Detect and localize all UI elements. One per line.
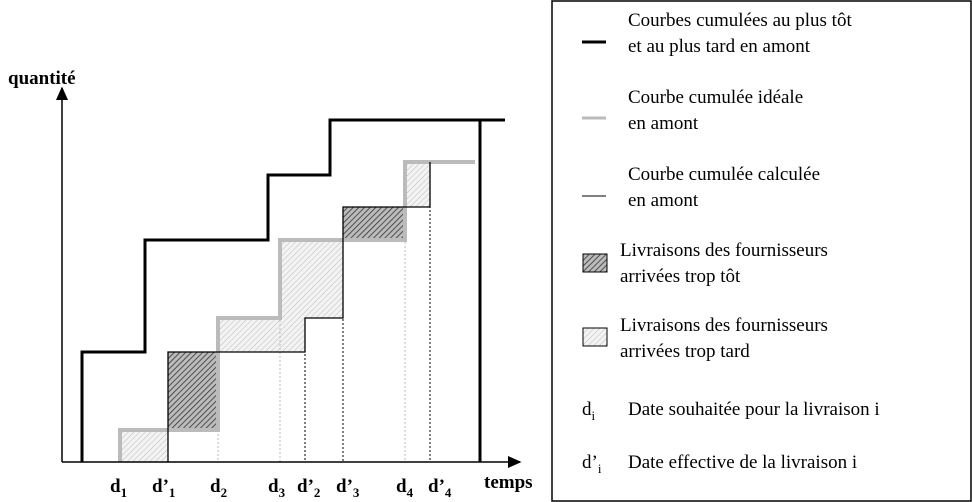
- legend-text: Livraisons des fournisseurs: [620, 240, 828, 261]
- symbol-sub: i: [598, 461, 602, 476]
- legend-text: en amont: [628, 190, 699, 211]
- symbol-base: d: [396, 476, 407, 497]
- early-curve: [80, 118, 505, 462]
- legend-text: Date souhaitée pour la livraison i: [628, 399, 880, 420]
- legend: Courbes cumulées au plus tôt et au plus t…: [582, 10, 880, 476]
- symbol-base: d’: [152, 476, 169, 497]
- symbol: d1: [110, 476, 127, 500]
- legend-text: Livraisons des fournisseurs: [620, 315, 828, 336]
- symbol-sub: 1: [121, 485, 128, 500]
- symbol: d4: [396, 476, 414, 500]
- legend-text: en amont: [628, 113, 699, 134]
- symbol: d’3: [336, 476, 360, 500]
- symbol: d2: [210, 476, 227, 500]
- hatches: [120, 162, 430, 462]
- symbol-sub: 3: [279, 485, 286, 500]
- calculated-curve: [167, 162, 431, 462]
- symbol-base: d’: [336, 476, 353, 497]
- legend-text: Courbe cumulée calculée: [628, 164, 820, 185]
- legend-text: Courbes cumulées au plus tôt: [628, 10, 852, 31]
- symbol: di: [582, 399, 596, 423]
- symbol-base: d’: [582, 452, 598, 473]
- symbol: d’1: [152, 476, 175, 500]
- symbol-base: d: [268, 476, 279, 497]
- symbol: d’4: [428, 476, 452, 500]
- symbol-sub: i: [592, 408, 596, 423]
- x-axis-label: temps: [484, 472, 533, 493]
- legend-text: Courbe cumulée idéale: [628, 87, 803, 108]
- symbol-base: d: [582, 399, 592, 420]
- symbol-base: d’: [428, 476, 445, 497]
- symbol-base: d’: [297, 476, 314, 497]
- symbol: d3: [268, 476, 286, 500]
- legend-text: et au plus tard en amont: [628, 36, 811, 57]
- symbol: d’i: [582, 452, 602, 476]
- symbol-sub: 4: [445, 485, 452, 500]
- legend-text: arrivées trop tôt: [620, 266, 741, 287]
- symbol-sub: 1: [169, 485, 176, 500]
- symbol: d’2: [297, 476, 320, 500]
- symbol-sub: 2: [221, 485, 228, 500]
- ideal-curve: [118, 160, 475, 462]
- y-axis-label: quantité: [8, 68, 76, 89]
- legend-box: [551, 0, 972, 502]
- legend-text: Date effective de la livraison i: [628, 452, 857, 473]
- legend-text: arrivées trop tard: [620, 341, 750, 362]
- symbol-base: d: [110, 476, 121, 497]
- legend-symbols: [582, 40, 608, 347]
- symbol-sub: 4: [407, 485, 414, 500]
- symbol-sub: 2: [314, 485, 321, 500]
- symbol-base: d: [210, 476, 221, 497]
- symbol-sub: 3: [353, 485, 360, 500]
- x-labels: d1 d’1 d2 d3 d’2 d’3 d4 d’4: [110, 476, 452, 500]
